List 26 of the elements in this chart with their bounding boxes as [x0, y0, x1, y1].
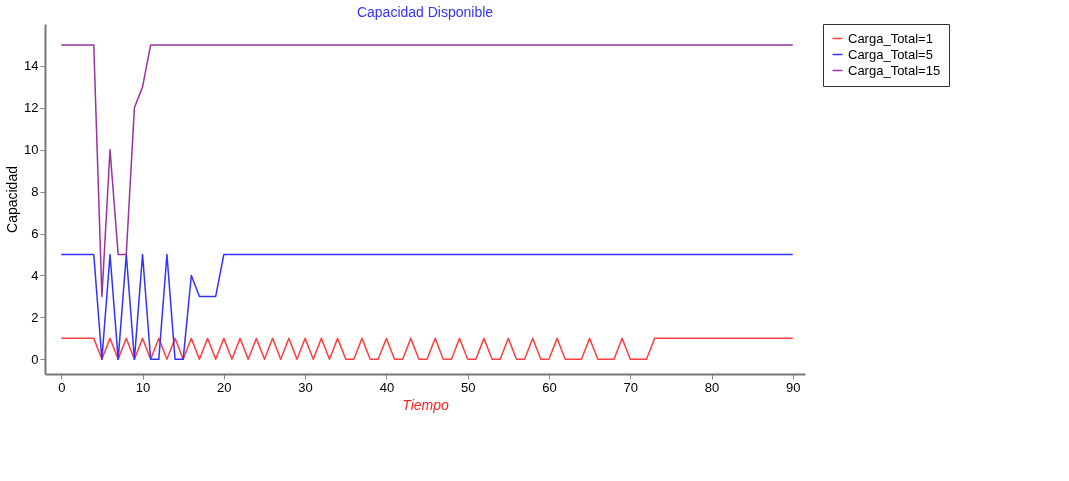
y-tick-label: 4 — [31, 268, 39, 283]
line-series — [60, 253, 794, 361]
x-tick-label: 90 — [786, 379, 801, 395]
y-axis-title: Capacidad — [4, 166, 21, 233]
x-axis-title: Tiempo — [402, 396, 449, 413]
x-tick-label: 10 — [135, 379, 151, 395]
y-tick-label: 14 — [24, 58, 39, 74]
x-tick-label: 0 — [58, 379, 66, 395]
y-tick-label: 10 — [24, 142, 39, 158]
y-tick-label: 0 — [31, 351, 39, 367]
y-tick-label: 6 — [31, 226, 39, 242]
line-series — [60, 44, 794, 298]
legend-label: Carga_Total=5 — [848, 46, 933, 62]
legend-label: Carga_Total=15 — [848, 62, 941, 78]
x-tick-label: 40 — [379, 379, 395, 395]
y-tick-label: 2 — [31, 309, 39, 325]
x-tick-label: 70 — [623, 379, 638, 395]
y-tick-label: 8 — [31, 184, 39, 200]
y-tick-label: 12 — [24, 100, 39, 116]
x-tick-label: 30 — [298, 379, 313, 395]
x-tick-label: 80 — [704, 379, 720, 395]
x-tick-label: 20 — [217, 379, 232, 395]
legend-label: Carga_Total=1 — [848, 30, 933, 46]
chart-title: Capacidad Disponible — [356, 3, 494, 20]
x-tick-label: 60 — [542, 379, 557, 395]
x-tick-label: 50 — [460, 379, 476, 395]
